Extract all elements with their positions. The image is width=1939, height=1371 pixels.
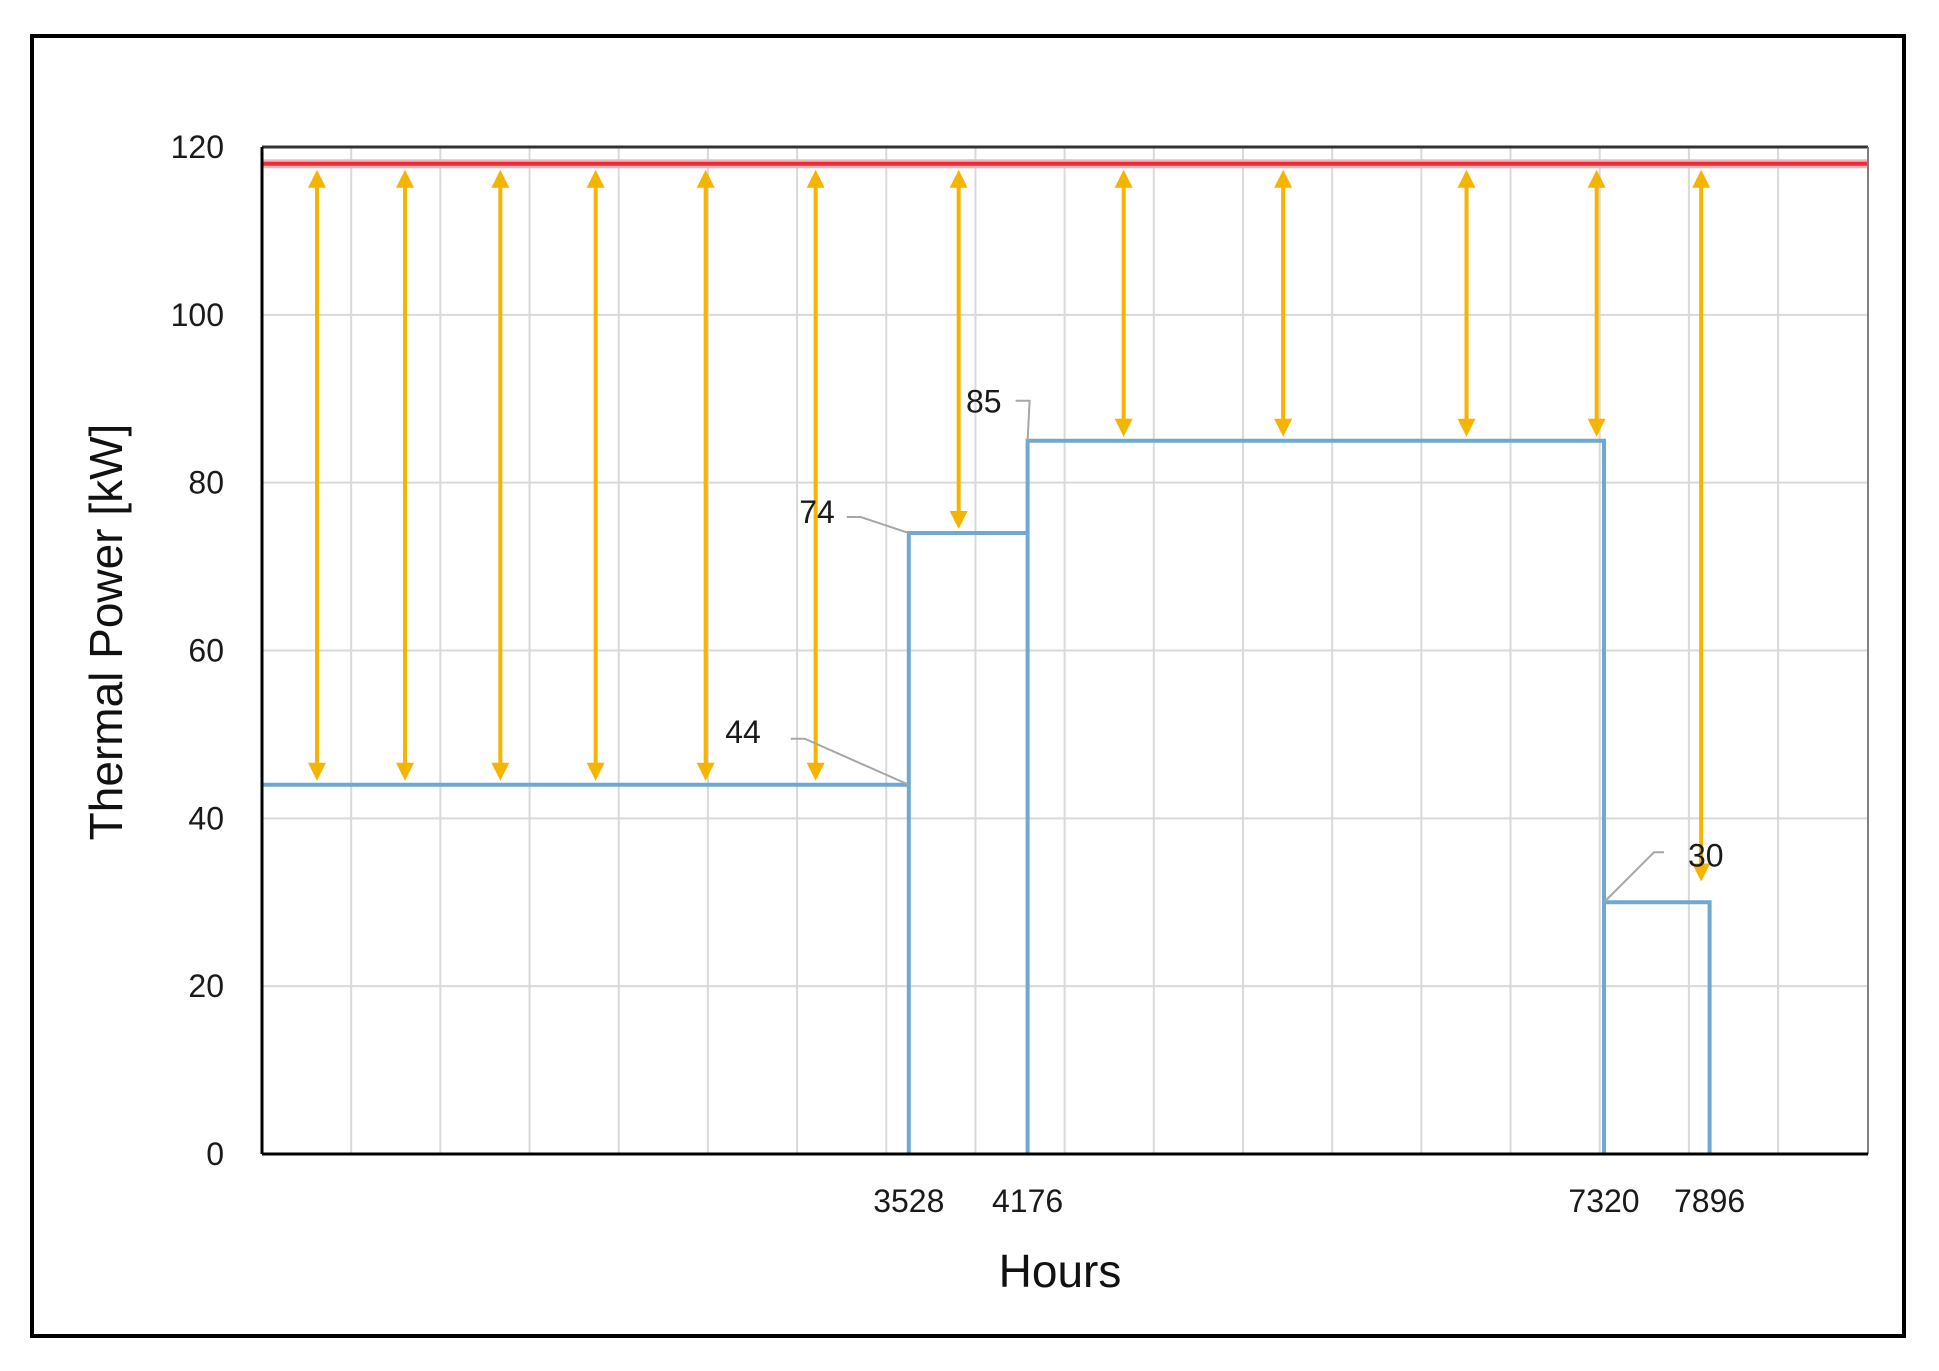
arrow-head-down: [1587, 418, 1606, 437]
x-axis-title: Hours: [999, 1245, 1122, 1297]
y-tick-label: 80: [188, 465, 224, 501]
y-tick-label: 60: [188, 633, 224, 669]
grid-lines: [262, 147, 1868, 1154]
arrow-head-up: [1114, 169, 1133, 188]
arrow-head-down: [696, 762, 715, 781]
y-axis-title: Thermal Power [kW]: [80, 424, 132, 841]
arrow-head-up: [586, 169, 605, 188]
arrow-head-down: [308, 762, 326, 781]
x-tick-label: 7320: [1568, 1183, 1639, 1219]
arrow-head-down: [396, 762, 414, 781]
arrow-head-down: [1692, 863, 1711, 882]
arrow-group: [308, 169, 1711, 882]
data-labels: 44 74 85 30: [725, 384, 1724, 903]
data-label-leader: [846, 516, 910, 534]
arrow-head-up: [491, 169, 510, 188]
x-tick-label: 3528: [873, 1183, 944, 1219]
y-tick-label: 100: [171, 297, 224, 333]
arrow-head-up: [1457, 169, 1476, 188]
arrow-head-down: [806, 762, 825, 781]
axes: 0 20 40 60 80 100 120 3528 4176 7320 7896: [171, 129, 1869, 1219]
arrow-head-down: [1274, 418, 1293, 437]
arrow-head-up: [949, 169, 968, 188]
y-tick-label: 0: [206, 1136, 224, 1172]
data-label-leader: [1015, 399, 1031, 441]
arrow-head-up: [308, 169, 326, 188]
data-label: 85: [966, 384, 1002, 420]
arrow-head-down: [586, 762, 605, 781]
y-tick-label: 40: [188, 800, 224, 836]
arrow-head-up: [1692, 169, 1711, 188]
arrow-head-up: [1274, 169, 1293, 188]
x-tick-label: 7896: [1674, 1183, 1745, 1219]
x-tick-label: 4176: [992, 1183, 1063, 1219]
y-tick-label: 20: [188, 968, 224, 1004]
data-label: 74: [799, 494, 835, 530]
arrow-head-down: [1114, 418, 1133, 437]
arrow-head-up: [396, 169, 414, 188]
arrow-head-up: [1587, 169, 1606, 188]
data-label: 44: [725, 714, 761, 750]
arrow-head-down: [949, 511, 968, 530]
arrow-head-up: [806, 169, 825, 188]
arrow-head-down: [1457, 418, 1476, 437]
demand-series: [262, 438, 1712, 1154]
arrow-head-up: [696, 169, 715, 188]
data-label-leader: [790, 737, 910, 786]
data-label-leader: [1603, 851, 1664, 903]
y-tick-label: 120: [171, 129, 224, 165]
arrow-head-down: [491, 762, 510, 781]
demand-step-line: [262, 438, 1712, 1154]
data-label: 30: [1688, 837, 1724, 873]
